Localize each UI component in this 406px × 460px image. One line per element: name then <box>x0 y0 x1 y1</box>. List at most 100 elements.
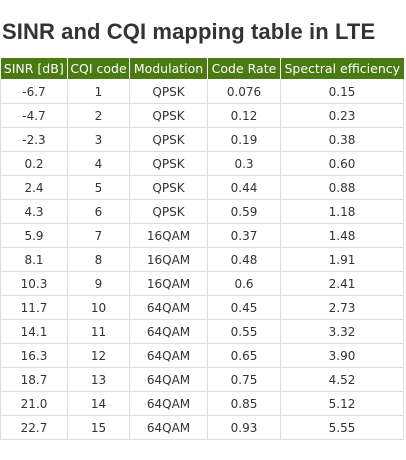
table-row: 18.7 13 64QAM 0.75 4.52 <box>0 367 404 392</box>
code-rate-cell: 0.12 <box>207 103 281 128</box>
cqi-code-cell: 4 <box>67 151 130 176</box>
spectral-efficiency-cell: 5.12 <box>280 391 404 416</box>
modulation-cell: 16QAM <box>129 223 208 248</box>
sinr-cell: -4.7 <box>0 103 68 128</box>
table-row: 8.1 8 16QAM 0.48 1.91 <box>0 247 404 272</box>
table-body: -6.7 1 QPSK 0.076 0.15 -4.7 2 QPSK 0.12 0.23 -2.3 3… <box>0 79 404 440</box>
table-row: 22.7 15 64QAM 0.93 5.55 <box>0 415 404 440</box>
code-rate-cell: 0.93 <box>207 415 281 440</box>
sinr-cell: 11.7 <box>0 295 68 320</box>
sinr-cell: -6.7 <box>0 79 68 104</box>
sinr-cell: 4.3 <box>0 199 68 224</box>
modulation-cell: 64QAM <box>129 367 208 392</box>
table-row: 5.9 7 16QAM 0.37 1.48 <box>0 223 404 248</box>
spectral-efficiency-cell: 1.91 <box>280 247 404 272</box>
spectral-efficiency-cell: 3.90 <box>280 343 404 368</box>
table-row: 11.7 10 64QAM 0.45 2.73 <box>0 295 404 320</box>
spectral-efficiency-cell: 5.55 <box>280 415 404 440</box>
code-rate-cell: 0.19 <box>207 127 281 152</box>
page-title: SINR and CQI mapping table in LTE <box>2 19 376 44</box>
cqi-code-cell: 14 <box>67 391 130 416</box>
table-row: 2.4 5 QPSK 0.44 0.88 <box>0 175 404 200</box>
sinr-cqi-table: SINR [dB] CQI code Modulation Code Rate … <box>0 58 404 440</box>
code-rate-cell: 0.55 <box>207 319 281 344</box>
table-header: SINR [dB] CQI code Modulation Code Rate … <box>0 58 404 79</box>
cqi-code-cell: 13 <box>67 367 130 392</box>
table-row: 16.3 12 64QAM 0.65 3.90 <box>0 343 404 368</box>
cqi-code-cell: 5 <box>67 175 130 200</box>
spectral-efficiency-cell: 0.15 <box>280 79 404 104</box>
spectral-efficiency-cell: 2.73 <box>280 295 404 320</box>
modulation-cell: QPSK <box>129 199 208 224</box>
sinr-cell: 0.2 <box>0 151 68 176</box>
cqi-code-cell: 3 <box>67 127 130 152</box>
spectral-efficiency-cell: 0.38 <box>280 127 404 152</box>
cqi-code-cell: 2 <box>67 103 130 128</box>
modulation-cell: 64QAM <box>129 319 208 344</box>
modulation-cell: QPSK <box>129 151 208 176</box>
modulation-cell: 64QAM <box>129 295 208 320</box>
column-header-cqi-code: CQI code <box>67 58 130 79</box>
sinr-cell: 22.7 <box>0 415 68 440</box>
modulation-cell: 16QAM <box>129 271 208 296</box>
modulation-cell: 16QAM <box>129 247 208 272</box>
spectral-efficiency-cell: 1.18 <box>280 199 404 224</box>
spectral-efficiency-cell: 4.52 <box>280 367 404 392</box>
table-row: -6.7 1 QPSK 0.076 0.15 <box>0 79 404 104</box>
sinr-cell: 2.4 <box>0 175 68 200</box>
cqi-code-cell: 9 <box>67 271 130 296</box>
code-rate-cell: 0.65 <box>207 343 281 368</box>
table-row: -2.3 3 QPSK 0.19 0.38 <box>0 127 404 152</box>
cqi-code-cell: 8 <box>67 247 130 272</box>
cqi-code-cell: 15 <box>67 415 130 440</box>
sinr-cell: 5.9 <box>0 223 68 248</box>
sinr-cqi-table-container: SINR [dB] CQI code Modulation Code Rate … <box>0 58 404 440</box>
spectral-efficiency-cell: 0.23 <box>280 103 404 128</box>
cqi-code-cell: 7 <box>67 223 130 248</box>
spectral-efficiency-cell: 0.60 <box>280 151 404 176</box>
cqi-code-cell: 1 <box>67 79 130 104</box>
table-row: 14.1 11 64QAM 0.55 3.32 <box>0 319 404 344</box>
modulation-cell: QPSK <box>129 175 208 200</box>
code-rate-cell: 0.3 <box>207 151 281 176</box>
spectral-efficiency-cell: 3.32 <box>280 319 404 344</box>
column-header-spectral-efficiency: Spectral efficiency <box>280 58 404 79</box>
column-header-sinr: SINR [dB] <box>0 58 68 79</box>
code-rate-cell: 0.59 <box>207 199 281 224</box>
modulation-cell: QPSK <box>129 79 208 104</box>
code-rate-cell: 0.37 <box>207 223 281 248</box>
code-rate-cell: 0.44 <box>207 175 281 200</box>
sinr-cell: -2.3 <box>0 127 68 152</box>
sinr-cell: 8.1 <box>0 247 68 272</box>
spectral-efficiency-cell: 0.88 <box>280 175 404 200</box>
sinr-cell: 16.3 <box>0 343 68 368</box>
code-rate-cell: 0.75 <box>207 367 281 392</box>
sinr-cell: 10.3 <box>0 271 68 296</box>
column-header-modulation: Modulation <box>129 58 208 79</box>
table-row: 4.3 6 QPSK 0.59 1.18 <box>0 199 404 224</box>
header-row: SINR [dB] CQI code Modulation Code Rate … <box>0 58 404 79</box>
code-rate-cell: 0.6 <box>207 271 281 296</box>
cqi-code-cell: 12 <box>67 343 130 368</box>
modulation-cell: 64QAM <box>129 415 208 440</box>
cqi-code-cell: 6 <box>67 199 130 224</box>
sinr-cell: 18.7 <box>0 367 68 392</box>
column-header-code-rate: Code Rate <box>207 58 281 79</box>
modulation-cell: QPSK <box>129 103 208 128</box>
code-rate-cell: 0.48 <box>207 247 281 272</box>
modulation-cell: QPSK <box>129 127 208 152</box>
modulation-cell: 64QAM <box>129 343 208 368</box>
spectral-efficiency-cell: 2.41 <box>280 271 404 296</box>
table-row: 0.2 4 QPSK 0.3 0.60 <box>0 151 404 176</box>
cqi-code-cell: 10 <box>67 295 130 320</box>
table-row: 10.3 9 16QAM 0.6 2.41 <box>0 271 404 296</box>
table-row: -4.7 2 QPSK 0.12 0.23 <box>0 103 404 128</box>
sinr-cell: 14.1 <box>0 319 68 344</box>
code-rate-cell: 0.076 <box>207 79 281 104</box>
sinr-cell: 21.0 <box>0 391 68 416</box>
table-row: 21.0 14 64QAM 0.85 5.12 <box>0 391 404 416</box>
code-rate-cell: 0.85 <box>207 391 281 416</box>
modulation-cell: 64QAM <box>129 391 208 416</box>
cqi-code-cell: 11 <box>67 319 130 344</box>
code-rate-cell: 0.45 <box>207 295 281 320</box>
